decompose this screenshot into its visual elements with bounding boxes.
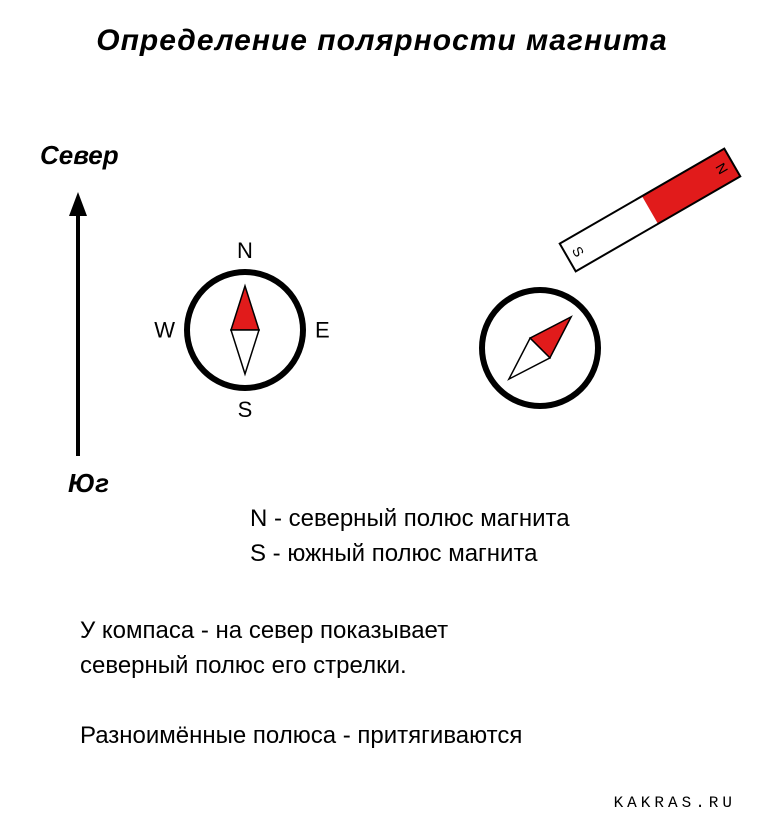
body-para2: Разноимённые полюса - притягиваются xyxy=(80,720,522,752)
legend-line-n: N - северный полюс магнита xyxy=(250,505,570,533)
legend-line-s: S - южный полюс магнита xyxy=(250,540,538,568)
source-credit: KAKRAS.RU xyxy=(614,794,736,812)
compass-right xyxy=(482,290,598,406)
compass-left-dir-s: S xyxy=(238,397,253,422)
compass-left-dir-n: N xyxy=(237,238,253,263)
page: Определение полярности магнита Север Юг … xyxy=(0,0,764,830)
north-arrow-head xyxy=(69,192,87,216)
compass-left-dir-w: W xyxy=(154,318,175,343)
bar-magnet-south-half xyxy=(560,196,658,271)
body-para1-line2: северный полюс его стрелки. xyxy=(80,650,407,682)
north-arrow xyxy=(69,192,87,456)
diagram-stage: N S E W N S xyxy=(0,0,764,830)
compass-left: N S E W xyxy=(154,238,329,422)
compass-left-dir-e: E xyxy=(315,318,330,343)
body-para1-line1: У компаса - на север показывает xyxy=(80,615,448,647)
compass-right-needle xyxy=(499,307,581,389)
bar-magnet: N S xyxy=(560,149,741,272)
compass-left-needle-white xyxy=(231,330,259,374)
compass-left-needle-red xyxy=(231,286,259,330)
compass-left-needle xyxy=(231,286,259,374)
